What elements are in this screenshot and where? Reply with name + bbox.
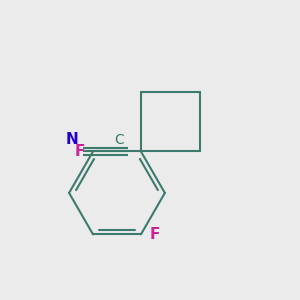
Text: F: F (149, 227, 160, 242)
Text: C: C (115, 133, 124, 146)
Text: F: F (74, 144, 85, 159)
Text: N: N (66, 133, 79, 148)
